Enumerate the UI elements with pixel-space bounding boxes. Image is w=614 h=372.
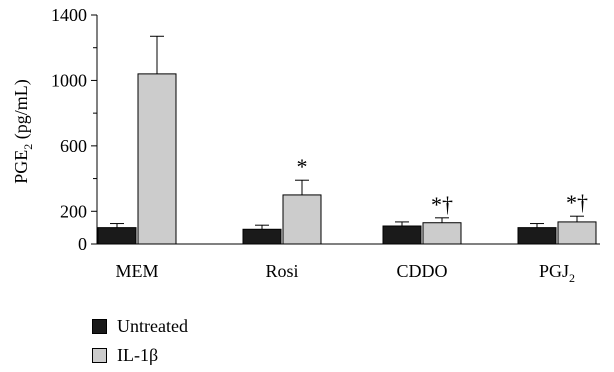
legend-label-il1b: IL-1β bbox=[117, 344, 159, 365]
significance-mark: * bbox=[297, 154, 308, 179]
y-tick-label: 600 bbox=[60, 136, 87, 156]
x-tick-label: CDDO bbox=[396, 261, 447, 281]
bar-cddo-untreated bbox=[382, 225, 422, 245]
bar-pgj-untreated bbox=[517, 227, 557, 245]
x-tick-label: Rosi bbox=[265, 261, 298, 281]
legend-label-untreated: Untreated bbox=[117, 315, 188, 336]
bar-rosi-il1b bbox=[282, 194, 322, 245]
bar-cddo-il1b bbox=[422, 222, 462, 245]
y-tick-label: 200 bbox=[60, 201, 87, 221]
legend-item-il1b: IL-1β bbox=[92, 343, 188, 367]
legend-swatch-il1b bbox=[92, 347, 107, 363]
legend-item-untreated: Untreated bbox=[92, 314, 188, 338]
x-tick-label: PGJ2 bbox=[539, 261, 575, 285]
bar-mem-untreated bbox=[97, 227, 137, 245]
legend-swatch-untreated bbox=[92, 318, 107, 334]
y-axis-label: PGE2 (pg/mL) bbox=[11, 79, 35, 184]
significance-mark: *† bbox=[431, 192, 453, 217]
y-tick-label: 1400 bbox=[51, 5, 87, 25]
bar-rosi-untreated bbox=[242, 228, 282, 245]
bar-pgj-il1b bbox=[557, 221, 597, 245]
y-tick-label: 0 bbox=[78, 234, 87, 254]
plot-area: 0 200 600 1000 1400 PGE2 (pg/mL) MEM * Rosi *† CDD… bbox=[11, 5, 600, 285]
legend: Untreated IL-1β bbox=[92, 314, 188, 372]
bar-mem-il1b bbox=[137, 73, 177, 245]
x-tick-label: MEM bbox=[115, 261, 158, 281]
y-tick-label: 1000 bbox=[51, 70, 87, 90]
significance-mark: *† bbox=[566, 190, 588, 215]
